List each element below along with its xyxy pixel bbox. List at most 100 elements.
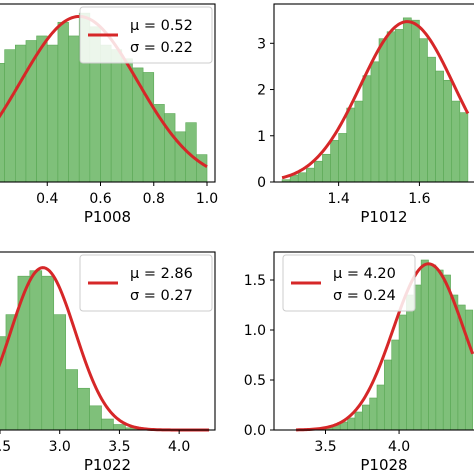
histogram-bar <box>451 100 461 183</box>
histogram-bar <box>57 21 69 183</box>
panel-p1022: 2.5 3.0 3.5 4.0 P1022 μ = 2.86 σ = 0.27 <box>0 251 216 474</box>
legend: μ = 2.86 σ = 0.27 <box>79 254 213 312</box>
histogram-bar <box>142 72 155 183</box>
histogram-bar <box>370 61 380 183</box>
legend: μ = 4.20 σ = 0.24 <box>282 254 416 312</box>
histogram-bar <box>402 17 412 183</box>
histogram-bar <box>121 58 133 183</box>
histogram-bars <box>281 17 469 183</box>
histogram-bar <box>362 75 372 183</box>
histogram-bar <box>354 411 363 431</box>
x-axis-label: P1028 <box>360 456 407 474</box>
histogram-bar <box>354 100 364 183</box>
x-tick-label: 3.5 <box>314 439 336 455</box>
histogram-bar <box>378 38 388 183</box>
legend: μ = 0.52 σ = 0.22 <box>79 6 213 64</box>
histogram-bar <box>394 29 404 183</box>
panel-p1028: 3.5 4.0 0.0 0.5 1.0 1.5 P1028 μ = 4.20 σ = 0.24 <box>244 251 474 474</box>
histogram-bar <box>29 270 43 431</box>
legend-box <box>282 254 416 312</box>
histogram-bar <box>361 404 370 431</box>
histogram-bar <box>450 294 459 431</box>
axes-frame <box>0 3 216 183</box>
legend-box <box>79 254 213 312</box>
histogram-bar <box>322 153 331 183</box>
histogram-bar <box>314 160 323 183</box>
histogram-bar <box>398 314 407 431</box>
histogram-bar <box>100 44 112 183</box>
histogram-bar <box>442 274 451 431</box>
x-tick-label: 3.0 <box>49 439 71 455</box>
histogram-bar <box>459 112 469 183</box>
histogram-bars <box>295 259 473 431</box>
histogram-bar <box>384 359 393 431</box>
histogram-bar <box>338 133 348 183</box>
histogram-bar <box>36 35 48 183</box>
legend-mu-label: μ = 4.20 <box>333 266 396 282</box>
x-tick-label: 4.0 <box>168 439 190 455</box>
histogram-bar <box>391 339 400 431</box>
histogram-bar <box>77 387 90 431</box>
normal-fit-curve <box>296 262 474 432</box>
histogram-bar <box>419 38 428 183</box>
histogram-bar <box>346 107 356 183</box>
histogram-bar <box>330 140 339 183</box>
x-tick-label: 4.0 <box>388 439 410 455</box>
y-tick-label: 0 <box>257 175 266 191</box>
y-tick-label: 2 <box>257 83 266 99</box>
histogram-bar <box>41 275 55 431</box>
legend-box <box>79 6 213 64</box>
histogram-bar <box>406 294 415 431</box>
y-tick-label: 1.5 <box>244 273 266 289</box>
histogram-bar <box>464 309 473 431</box>
x-tick-label: 1.0 <box>196 191 218 207</box>
y-tick-label: 0.0 <box>244 423 266 439</box>
histogram-bar <box>347 417 356 431</box>
histogram-bar <box>297 172 307 183</box>
x-tick-label: 0.4 <box>36 191 58 207</box>
x-tick-label: 0.8 <box>143 191 165 207</box>
histogram-bar <box>101 418 114 431</box>
histogram-bars <box>0 12 208 183</box>
histogram-bar <box>17 275 31 431</box>
x-axis-label: P1012 <box>360 208 407 226</box>
histogram-bar <box>386 31 396 183</box>
histogram-bar <box>68 35 80 183</box>
legend-sigma-label: σ = 0.27 <box>130 288 193 304</box>
histogram-bar <box>369 397 378 431</box>
histogram-bar <box>65 369 78 431</box>
axes-frame <box>273 3 474 183</box>
histogram-bar <box>420 259 429 431</box>
histogram-bar <box>113 424 126 431</box>
histogram-bar <box>306 167 315 183</box>
legend-mu-label: μ = 2.86 <box>130 266 193 282</box>
histogram-bar <box>196 154 208 183</box>
y-tick-label: 1.0 <box>244 323 266 339</box>
legend-mu-label: μ = 0.52 <box>130 18 193 34</box>
histogram-bar <box>435 269 444 431</box>
histogram-bar <box>46 44 59 183</box>
y-tick-label: 3 <box>257 36 266 52</box>
y-tick-label: 0.5 <box>244 373 266 389</box>
histogram-bar <box>164 113 176 183</box>
histogram-bar <box>428 264 437 431</box>
histogram-bar <box>4 49 16 183</box>
legend-sigma-label: σ = 0.24 <box>333 288 396 304</box>
histogram-bar <box>0 63 5 183</box>
x-tick-label: 1.4 <box>327 191 349 207</box>
x-axis-label: P1022 <box>84 456 131 474</box>
x-axis-label: P1008 <box>84 208 131 226</box>
panel-p1012: 1.4 1.6 0 1 2 3 P1012 <box>257 3 474 226</box>
legend-sigma-label: σ = 0.22 <box>130 40 193 56</box>
normal-fit-curve <box>281 20 470 180</box>
x-tick-label: 0.6 <box>89 191 111 207</box>
histogram-bar <box>110 49 123 183</box>
histogram-bar <box>435 70 444 183</box>
histogram-bar <box>411 19 420 183</box>
x-tick-label: 2.5 <box>0 439 11 455</box>
histogram-bar <box>53 314 66 431</box>
histogram-bar <box>89 405 102 431</box>
axes-frame <box>0 251 216 431</box>
panel-p1008: 0.4 0.6 0.8 1.0 P1008 μ = 0.52 σ = 0.22 <box>0 3 218 226</box>
